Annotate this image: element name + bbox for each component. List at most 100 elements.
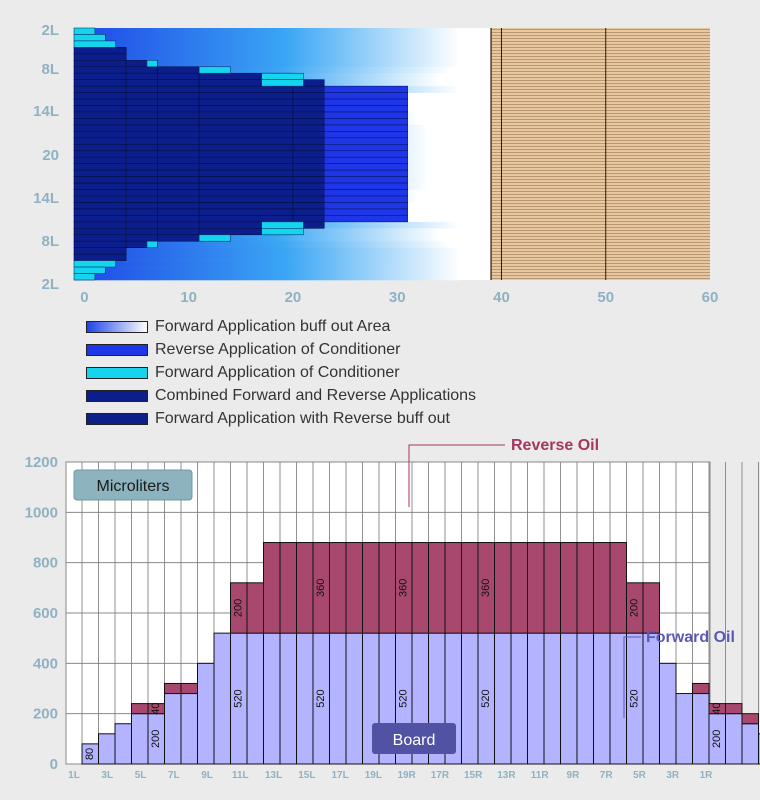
combined-cell [125,182,158,190]
combined-cell [73,234,127,242]
forward-oil-bar [98,733,116,765]
reverse-conditioner-cell [323,176,408,184]
combined-cell [73,118,127,126]
board-label: Board [393,732,436,749]
bar-value-label: 80 [84,748,96,760]
forward-oil-bar [213,632,231,765]
combined-cell [73,98,127,106]
bottom-x-tick-label: 15R [464,770,483,781]
reverse-oil-bar [428,542,446,634]
combined-cell [73,144,127,152]
forward-oil-bar [527,632,545,765]
reverse-oil-bar [741,713,759,725]
oil-volume-chart: 80 200 40 520 200 520 360 520 360 520 360 520 200 200… [25,437,760,781]
combined-cell [157,176,200,184]
combined-cell [73,124,127,132]
forward-oil-bar [593,632,611,765]
top-y-tick-label: 2L [41,22,59,39]
combined-cell [198,124,294,132]
combined-cell [157,92,200,100]
combined-cell [292,111,325,119]
forward-conditioner-cell [261,221,304,229]
combined-cell [292,176,325,184]
bottom-x-tick-label: 13L [265,770,282,781]
combined-cell [198,92,294,100]
combined-cell [157,215,200,223]
combined-cell [125,105,158,113]
reverse-oil-bar [296,542,314,634]
forward-oil-bar [246,632,264,765]
combined-cell [157,156,200,164]
combined-cell [125,208,158,216]
combined-cell [157,72,200,80]
reverse-conditioner-cell [323,118,408,126]
bar-value-label: 520 [629,689,641,707]
reverse-conditioner-cell [323,156,408,164]
bottom-y-tick-label: 1200 [25,454,58,471]
combined-cell [73,247,127,255]
bottom-x-tick-label: 5L [135,770,147,781]
forward-conditioner-cell [73,266,106,274]
combined-cell [157,228,200,236]
buffout-row [74,273,460,281]
combined-cell [157,144,200,152]
buffout-row [74,254,460,261]
bar-value-label: 200 [150,730,162,748]
combined-cell [73,79,127,87]
bar-value-label: 520 [315,689,327,707]
reverse-oil-bar [131,703,149,715]
combined-cell [73,163,127,171]
combined-cell [157,137,200,145]
combined-cell [125,144,158,152]
combined-cell [292,85,325,93]
combined-cell [157,85,200,93]
reverse-conditioner-cell [323,124,408,132]
bar-value-label: 520 [480,689,492,707]
combined-cell [125,111,158,119]
buffout-row [74,234,439,242]
buffout-row [74,40,460,48]
combined-cell [198,156,294,164]
combined-cell [73,85,127,93]
bar-value-label: 40 [150,703,162,715]
top-y-tick-label: 8L [41,233,59,250]
legend-label-buffout-area: Forward Application buff out Area [155,317,391,335]
bottom-x-tick-label: 1R [700,770,714,781]
combined-cell [198,85,294,93]
combined-cell [198,105,294,113]
forward-oil-bar [741,723,759,765]
combined-cell [73,215,127,223]
forward-conditioner-cell [198,66,231,74]
bottom-x-tick-label: 9L [201,770,213,781]
combined-cell [157,98,200,106]
combined-cell [292,215,325,223]
combined-cell [73,208,127,216]
reverse-oil-bar [527,542,545,634]
combined-cell [292,98,325,106]
reverse-conditioner-cell [323,85,408,93]
forward-conditioner-cell [146,240,158,248]
combined-cell [73,105,127,113]
legend-swatch-combined [86,390,148,403]
reverse-conditioner-cell [323,98,408,106]
combined-cell [73,189,127,197]
legend-swatch-buffout-area [86,320,148,333]
combined-cell [73,131,127,139]
legend-item-reverse-buffout: Forward Application with Reverse buff ou… [86,408,476,431]
forward-oil-bar [692,693,710,765]
bottom-x-tick-label: 3L [101,770,113,781]
buffout-row [74,53,460,61]
reverse-oil-bar [461,542,479,634]
combined-cell [125,66,158,74]
combined-cell [157,208,200,216]
combined-cell [157,124,200,132]
bottom-y-tick-label: 400 [33,655,58,672]
bottom-x-tick-label: 17L [331,770,348,781]
combined-cell [198,169,294,177]
buffout-row [74,66,450,74]
combined-cell [157,66,200,74]
top-y-tick-label: 14L [33,190,59,207]
combined-cell [125,118,158,126]
combined-cell [198,150,294,158]
forward-oil-leader [623,636,641,718]
